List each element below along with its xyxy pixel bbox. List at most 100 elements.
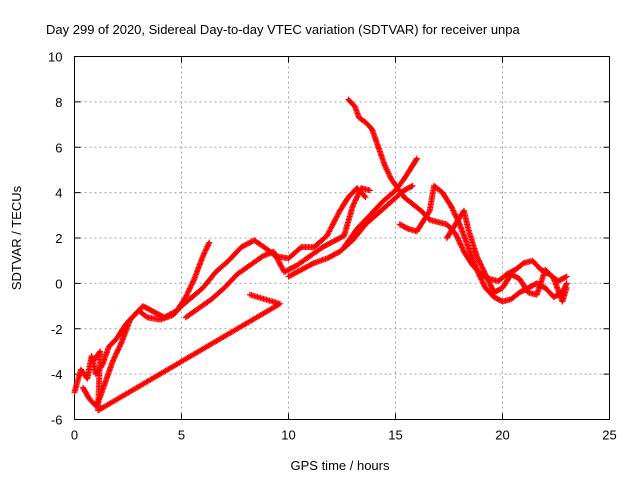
data-point [117,340,124,347]
data-point [90,357,97,364]
x-axis-label: GPS time / hours [291,458,390,473]
data-point [353,194,360,201]
data-point [452,211,459,218]
data-point [111,354,118,361]
data-point [187,284,194,291]
data-point [477,275,484,282]
data-point [201,250,208,257]
x-tick-label: 20 [495,428,509,443]
data-point [458,243,465,250]
data-point [456,238,463,245]
data-point [91,356,98,363]
data-point [352,197,359,204]
data-point [475,255,482,262]
data-point [477,261,484,268]
data-point [188,282,195,289]
data-point [386,173,393,180]
data-point [111,353,118,360]
x-tick-label: 25 [602,428,616,443]
data-point [110,357,117,364]
data-point [474,268,481,275]
data-point [476,258,483,265]
y-tick-label: 10 [48,50,62,65]
data-point [115,344,122,351]
data-point [186,287,193,294]
data-point [186,285,193,292]
data-point [143,313,150,320]
data-point [112,351,119,358]
data-point [115,346,122,353]
data-point [452,230,459,237]
data-point [205,242,212,249]
data-point [352,196,359,203]
data-point [113,350,120,357]
data-point [486,279,493,286]
data-point [483,272,490,279]
data-point [113,349,120,356]
data-point [484,275,491,282]
y-axis-label: SDTVAR / TECUs [9,185,24,290]
data-point [476,272,483,279]
y-tick-label: -4 [51,367,63,382]
series-outliers [90,291,283,414]
y-tick-label: -6 [51,413,63,428]
data-point [182,293,189,300]
data-point [354,193,361,200]
y-tick-label: 4 [55,186,62,201]
data-point [190,277,197,284]
data-point [204,243,211,250]
x-tick-label: 0 [71,428,78,443]
data-point [519,260,526,267]
data-point [409,182,416,189]
data-point [184,289,191,296]
y-tick-label: 0 [55,276,62,291]
data-point [475,257,482,264]
series-track-b [80,185,369,409]
data-point [482,271,489,278]
data-point [479,277,486,284]
data-point [201,249,208,256]
y-tick-label: 8 [55,95,62,110]
data-point [475,270,482,277]
data-point [351,199,358,206]
data-point [488,283,495,290]
data-point [478,276,485,283]
series-track-c [182,185,373,321]
data-point [351,200,358,207]
y-tick-label: -2 [51,322,63,337]
data-point [563,284,570,291]
data-point [362,194,369,201]
data-point [185,288,192,295]
series-track-g [396,182,570,305]
data-point [487,282,494,289]
data-point [354,192,361,199]
data-point [563,273,570,280]
series-track-f [345,96,570,285]
data-point [454,234,461,241]
data-point [455,236,462,243]
data-point [449,206,456,213]
data-point [309,260,316,267]
data-point [203,246,210,253]
data-point [453,233,460,240]
data-point [349,203,356,210]
data-point [562,274,569,281]
data-point [481,282,488,289]
data-point [473,266,480,273]
data-point [183,292,190,299]
data-point [478,262,485,269]
data-point [381,162,388,169]
data-point [200,251,207,258]
x-tick-label: 15 [388,428,402,443]
data-point [199,253,206,260]
data-point [385,170,392,177]
data-point [475,269,482,276]
axis-ticks: 0 5 10 15 20 25 -6 -4 -2 0 2 4 6 8 10 [48,50,617,443]
data-point [184,291,191,298]
data-point [452,213,459,220]
data-point [480,280,487,287]
data-point [459,244,466,251]
data-point [448,203,455,210]
data-point [356,189,363,196]
data-point [479,279,486,286]
